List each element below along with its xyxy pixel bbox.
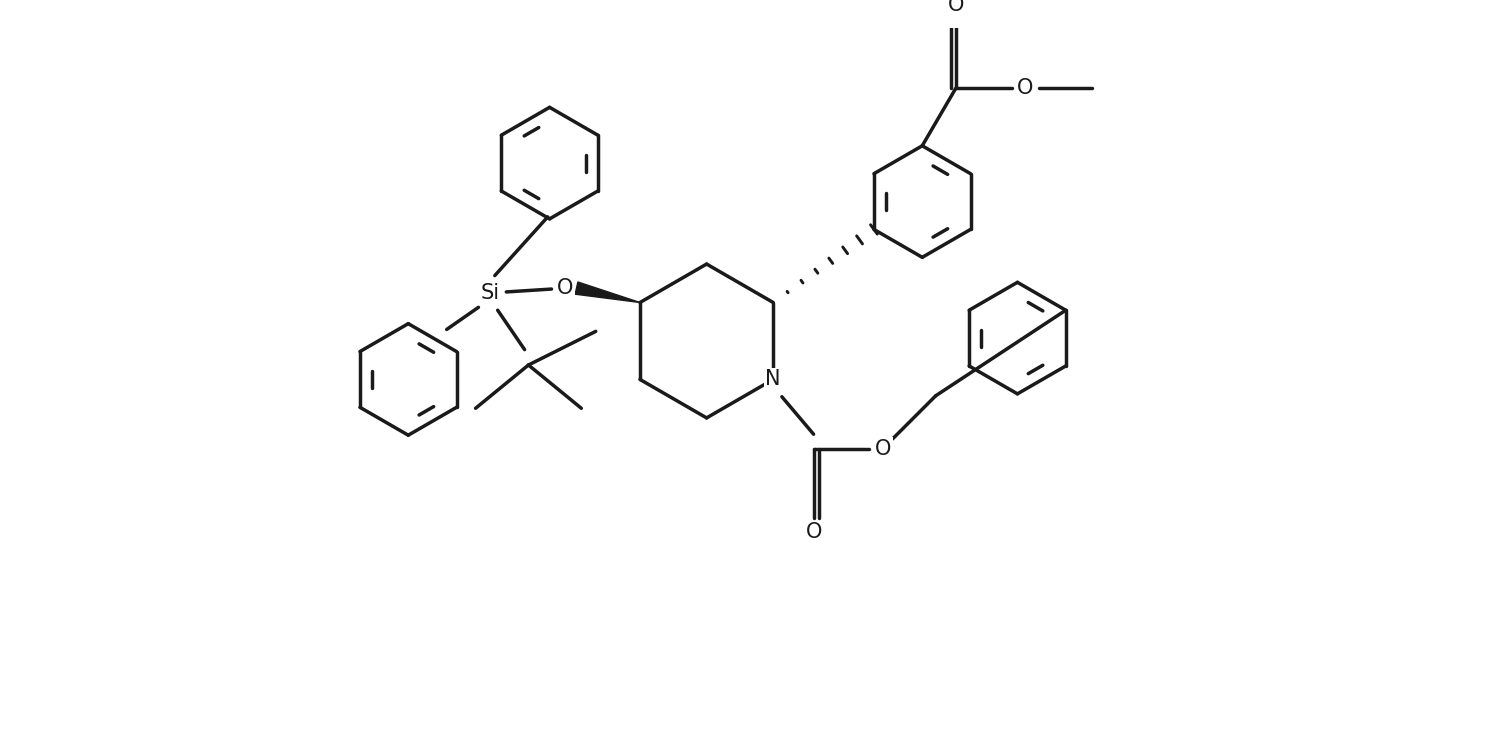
Polygon shape [575,282,640,303]
Text: O: O [875,439,891,459]
Text: O: O [805,522,821,542]
Text: O: O [948,0,964,16]
Text: O: O [1017,78,1033,98]
Text: O: O [557,278,573,298]
Text: N: N [766,369,781,389]
Text: Si: Si [481,283,500,303]
